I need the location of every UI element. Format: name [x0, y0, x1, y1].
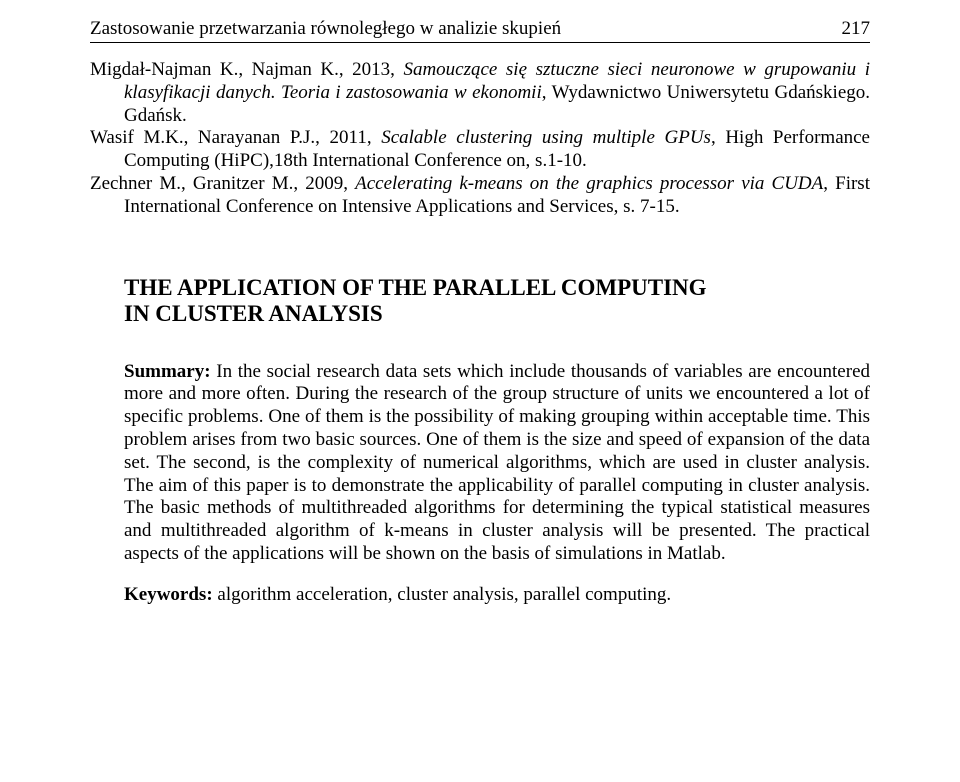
- header-rule: [90, 42, 870, 43]
- keywords-text: algorithm acceleration, cluster analysis…: [213, 584, 671, 605]
- running-header: Zastosowanie przetwarzania równoległego …: [90, 18, 870, 40]
- keywords-block: Keywords: algorithm acceleration, cluste…: [90, 584, 870, 606]
- abstract-label: Summary:: [124, 361, 211, 382]
- reference-item: Zechner M., Granitzer M., 2009, Accelera…: [90, 173, 870, 219]
- keywords-label: Keywords:: [124, 584, 213, 605]
- section-heading: THE APPLICATION OF THE PARALLEL COMPUTIN…: [90, 275, 870, 327]
- page-number: 217: [842, 18, 871, 40]
- ref-authors: Wasif M.K., Narayanan P.J., 2011,: [90, 127, 381, 148]
- reference-item: Wasif M.K., Narayanan P.J., 2011, Scalab…: [90, 127, 870, 173]
- section-heading-line: THE APPLICATION OF THE PARALLEL COMPUTIN…: [124, 275, 870, 301]
- running-title: Zastosowanie przetwarzania równoległego …: [90, 18, 561, 40]
- references-block: Migdał-Najman K., Najman K., 2013, Samou…: [90, 59, 870, 219]
- ref-authors: Zechner M., Granitzer M., 2009,: [90, 173, 355, 194]
- section-heading-line: IN CLUSTER ANALYSIS: [124, 301, 870, 327]
- abstract-block: Summary: In the social research data set…: [90, 361, 870, 566]
- reference-item: Migdał-Najman K., Najman K., 2013, Samou…: [90, 59, 870, 127]
- abstract-text: In the social research data sets which i…: [124, 361, 870, 564]
- ref-authors: Migdał-Najman K., Najman K., 2013,: [90, 59, 403, 80]
- ref-title: Accelerating k-means on the graphics pro…: [355, 173, 823, 194]
- page-container: Zastosowanie przetwarzania równoległego …: [0, 0, 960, 606]
- ref-title: Scalable clustering using multiple GPUs: [381, 127, 711, 148]
